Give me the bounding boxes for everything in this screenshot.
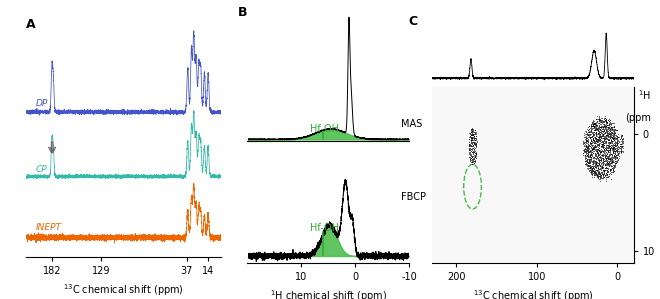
Text: INEPT: INEPT xyxy=(36,223,61,232)
X-axis label: $^{13}$C chemical shift (ppm): $^{13}$C chemical shift (ppm) xyxy=(473,288,593,299)
Text: $^{1}$H: $^{1}$H xyxy=(638,88,651,102)
Text: (ppm: (ppm xyxy=(626,113,651,123)
Text: CP: CP xyxy=(36,165,48,174)
Text: B: B xyxy=(238,6,248,19)
Text: Hf-OH: Hf-OH xyxy=(310,222,339,233)
Text: Hf-OH: Hf-OH xyxy=(310,124,339,134)
Text: FBCP: FBCP xyxy=(401,192,426,202)
Text: MAS: MAS xyxy=(401,119,422,129)
Text: C: C xyxy=(408,15,417,28)
X-axis label: $^{13}$C chemical shift (ppm): $^{13}$C chemical shift (ppm) xyxy=(63,282,184,298)
Text: DP: DP xyxy=(36,99,48,108)
Text: A: A xyxy=(26,18,36,31)
X-axis label: $^{1}$H chemical shift (ppm): $^{1}$H chemical shift (ppm) xyxy=(270,288,387,299)
